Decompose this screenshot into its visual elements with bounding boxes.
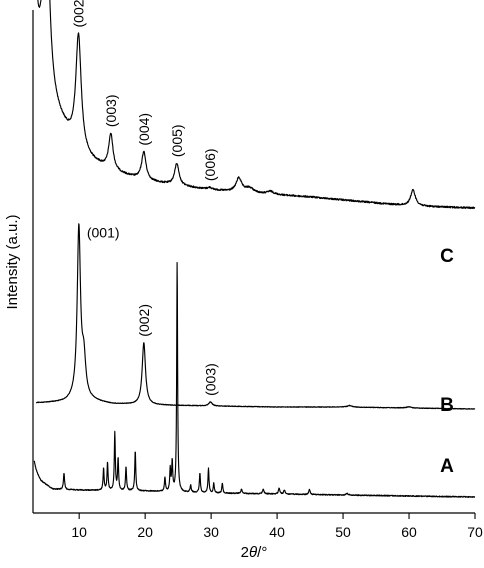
y-axis-title: Intensity (a.u.) (4, 214, 21, 309)
x-tick-label-20: 20 (137, 524, 153, 540)
peak-label-C-2: (003) (103, 94, 119, 127)
peak-label-C-3: (004) (136, 113, 152, 146)
x-tick-label-30: 30 (203, 524, 219, 540)
x-axis-title: 2θ/° (241, 544, 268, 561)
series-tag-A: A (440, 456, 454, 477)
x-tick-label-50: 50 (335, 524, 351, 540)
peak-label-C-1: (002) (71, 0, 87, 28)
x-tick-label-70: 70 (467, 524, 483, 540)
axes: 10 20 30 40 50 60 70 (32, 10, 483, 540)
series-tag-C: C (440, 246, 454, 267)
x-tick-label-40: 40 (269, 524, 285, 540)
traces (33, 0, 476, 499)
peak-label-B-0: (001) (87, 224, 120, 240)
trace-B (35, 223, 476, 410)
peak-label-B-1: (002) (136, 304, 152, 337)
x-ticks: 10 20 30 40 50 60 70 (71, 513, 483, 540)
peak-label-C-5: (006) (202, 148, 218, 181)
trace-A (33, 261, 476, 499)
annotations: (001)(002)(003)(004)(005)(006)C(001)(002… (71, 0, 455, 477)
x-tick-label-10: 10 (71, 524, 87, 540)
x-tick-label-60: 60 (401, 524, 417, 540)
peak-label-C-4: (005) (169, 124, 185, 157)
series-tag-B: B (440, 395, 454, 416)
peak-label-B-2: (003) (202, 363, 218, 396)
trace-C (37, 0, 476, 210)
x-axis-title-main: 2 (241, 544, 249, 561)
x-axis-title-unit: /° (257, 544, 267, 561)
x-axis-title-theta: θ (249, 544, 257, 561)
